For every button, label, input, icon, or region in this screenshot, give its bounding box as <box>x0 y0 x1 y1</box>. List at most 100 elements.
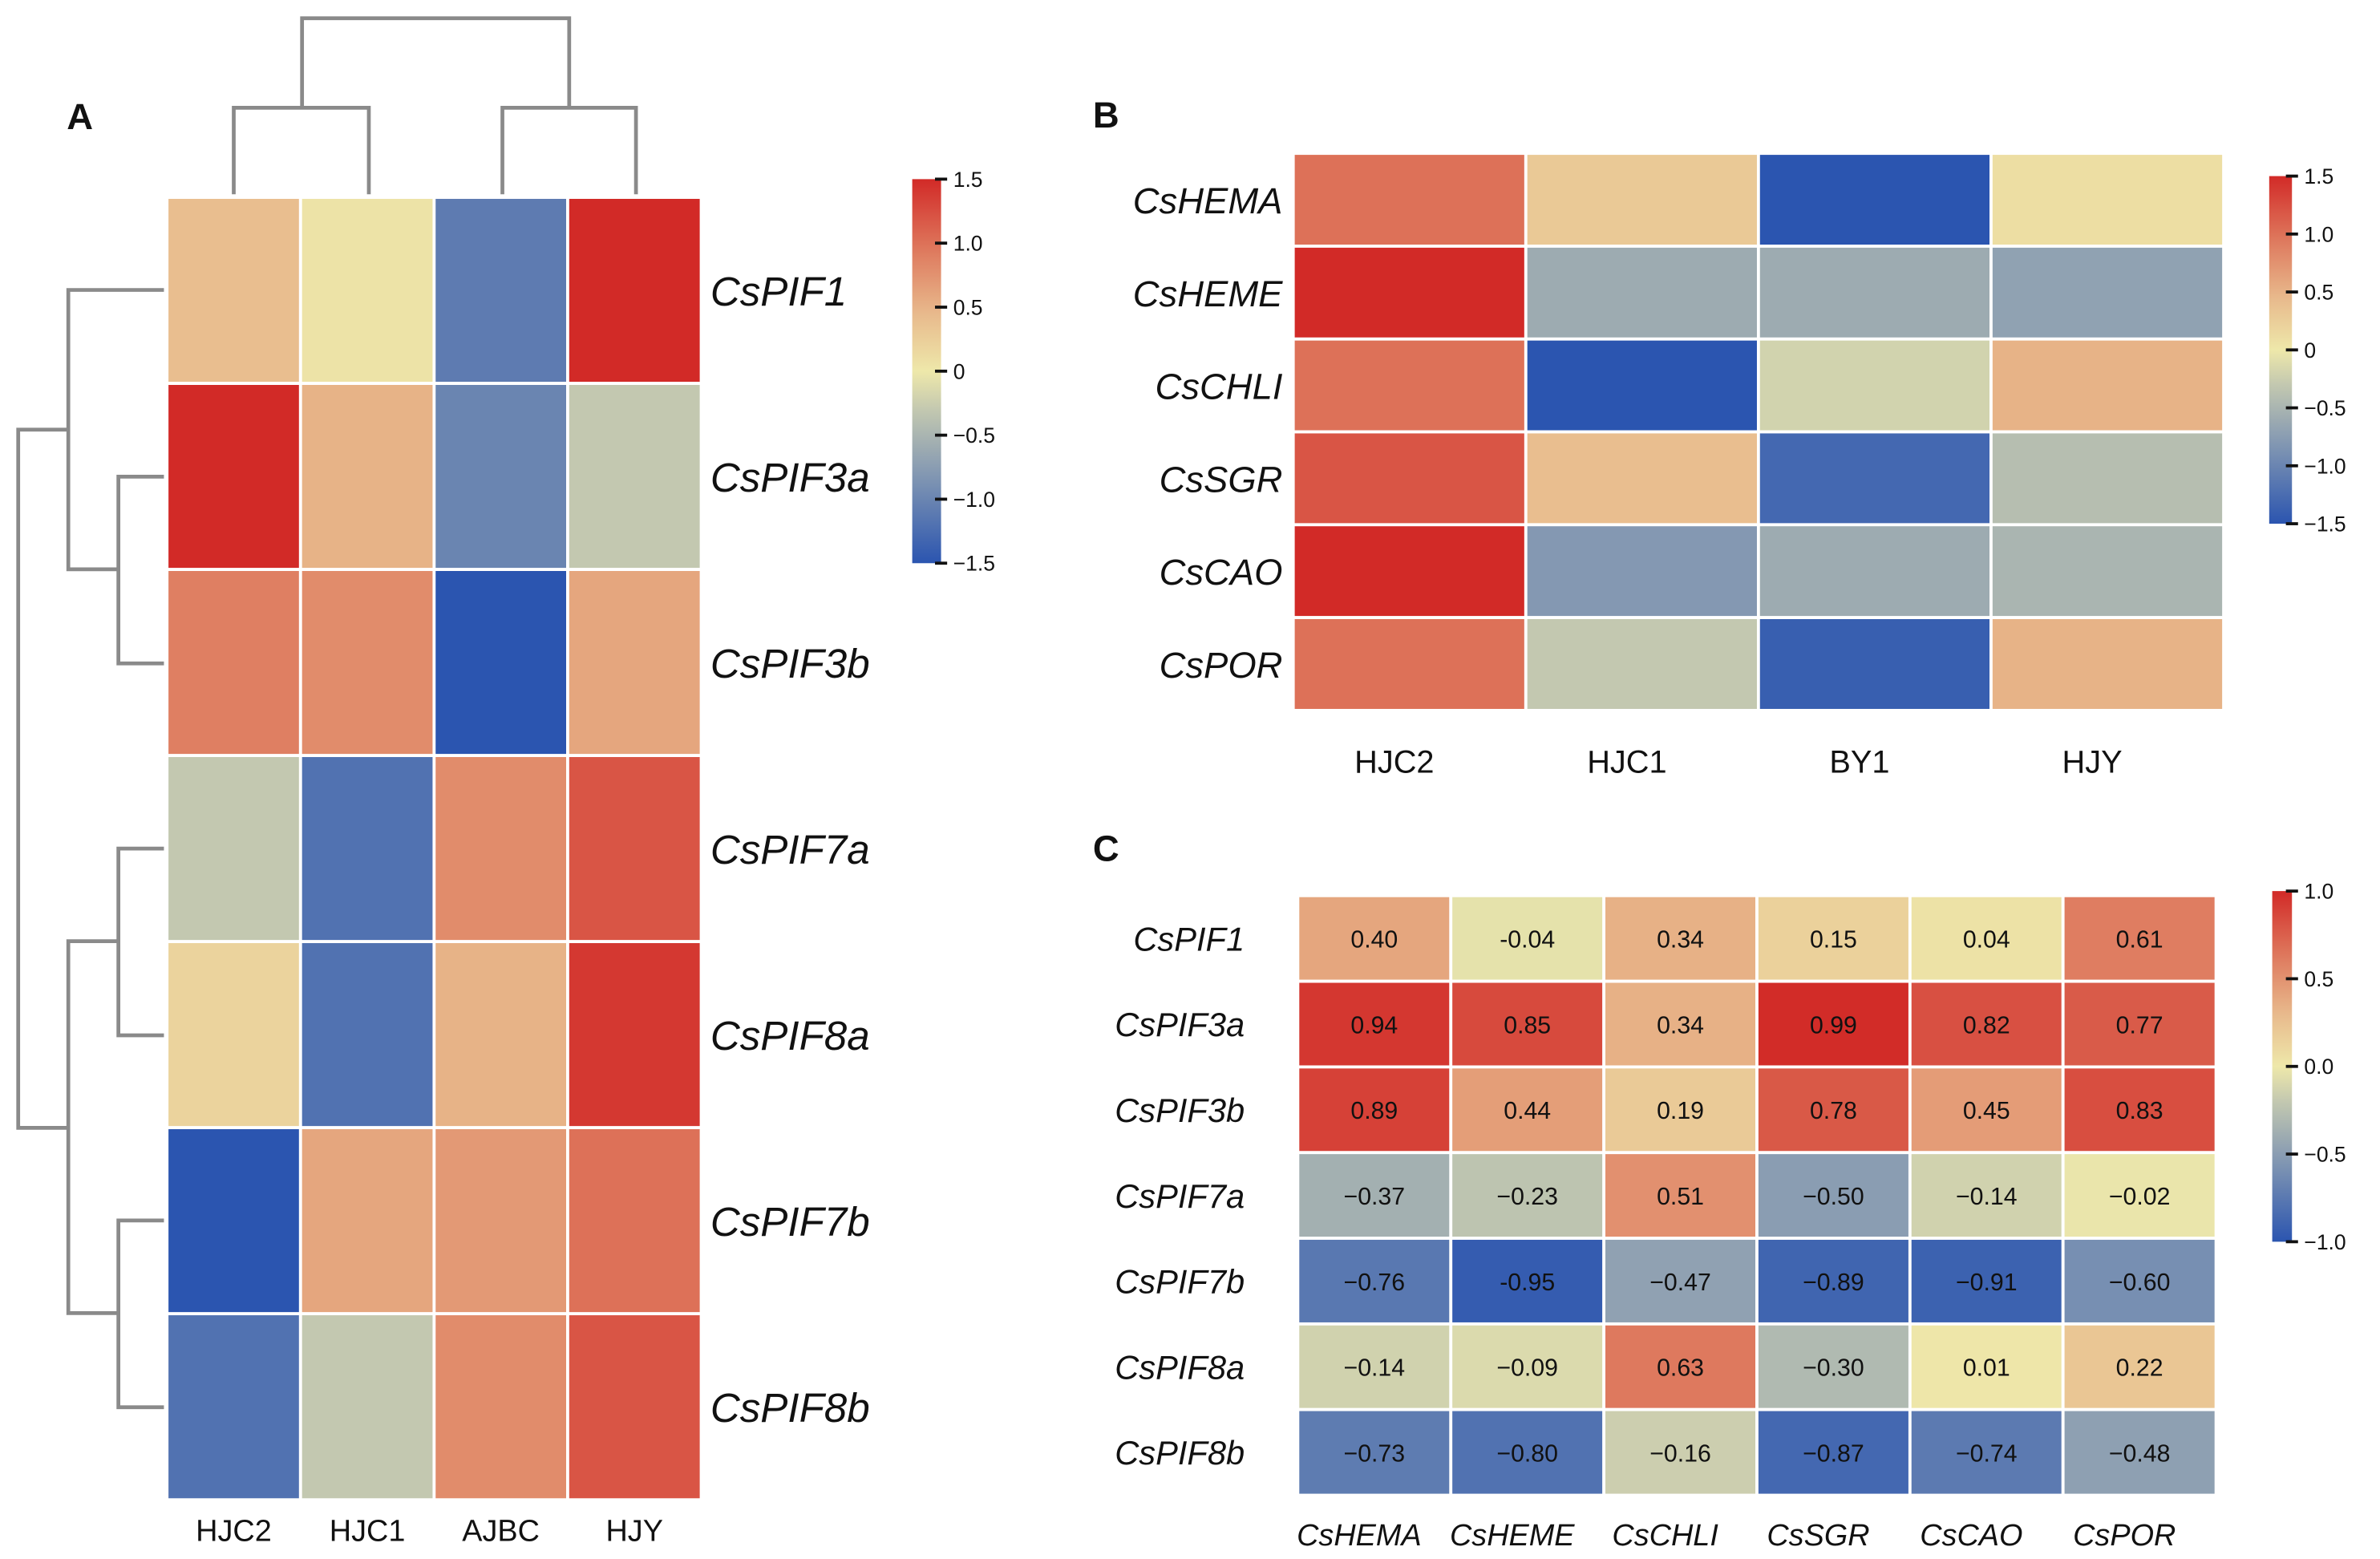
row-label: CsSGR <box>1160 459 1283 500</box>
heatmap-cell <box>432 568 569 758</box>
heatmap-cell <box>1756 523 1993 619</box>
heatmap-cell <box>1756 616 1993 712</box>
heatmap-cell <box>165 196 302 385</box>
heatmap-cell <box>1449 1065 1606 1155</box>
heatmap-cell <box>1296 1407 1453 1497</box>
heatmap-cell <box>432 1126 569 1316</box>
cell-value-label: 0.40 <box>1350 927 1398 954</box>
heatmap-cell <box>1989 152 2225 248</box>
heatmap-cell <box>1989 616 2225 712</box>
heatmap-cell <box>298 754 436 944</box>
row-dendrogram-branch <box>66 939 119 1315</box>
colorbar-tick-label: 1.0 <box>2304 222 2333 246</box>
panel-c-heatmap: 0.40 -0.04 0.34 0.15 0.04 0.61 0.94 0.85 0.34 0.9… <box>1115 880 2346 1553</box>
cell-value-label: 0.22 <box>2116 1355 2163 1382</box>
row-dendrogram-branch <box>66 288 164 572</box>
column-dendrogram-branch <box>500 106 638 195</box>
colorbar-tick-label: −1.5 <box>953 552 995 576</box>
heatmap-cell <box>1291 245 1528 341</box>
cell-value-label: −0.60 <box>2109 1269 2171 1296</box>
row-dendrogram-branch <box>116 475 164 666</box>
panel-label-c: C <box>1093 828 1119 869</box>
heatmap-cell <box>298 382 436 572</box>
row-label: CsPIF1 <box>710 269 847 314</box>
cell-value-label: 0.61 <box>2116 927 2163 954</box>
heatmap-cell <box>2061 1407 2218 1497</box>
panel-label-a: A <box>67 96 93 137</box>
column-label: HJY <box>2062 744 2123 780</box>
heatmap-cell <box>298 940 436 1130</box>
row-label: CsHEME <box>1133 273 1283 314</box>
heatmap-cell <box>432 1312 569 1502</box>
heatmap-cell <box>566 754 703 944</box>
cell-value-label: -0.95 <box>1500 1269 1555 1296</box>
row-label: CsPIF3a <box>710 455 870 500</box>
row-label: CsPIF3b <box>710 641 870 686</box>
colorbar-tick-label: 0 <box>2304 338 2316 362</box>
column-label: AJBC <box>462 1514 540 1548</box>
column-label: CsHEMA <box>1297 1519 1422 1553</box>
heatmap-cell <box>1602 893 1759 983</box>
heatmap-cell <box>298 1312 436 1502</box>
row-label: CsPIF7b <box>710 1199 870 1245</box>
heatmap-cell <box>432 196 569 385</box>
heatmap-cell <box>566 196 703 385</box>
colorbar-tick-label: 1.0 <box>953 232 983 256</box>
heatmap-cell <box>1908 979 2065 1069</box>
colorbar-tick-label: −1.0 <box>2304 454 2346 478</box>
row-label: CsPIF8b <box>1115 1434 1245 1472</box>
heatmap-cell <box>1296 1322 1453 1411</box>
column-label: HJC1 <box>330 1514 406 1548</box>
row-label: CsPIF3b <box>1115 1091 1245 1129</box>
heatmap-cell <box>1602 1407 1759 1497</box>
colorbar-tick-label: −1.0 <box>953 488 995 512</box>
cell-value-label: 0.45 <box>1963 1098 2010 1124</box>
heatmap-cell <box>1755 1407 1912 1497</box>
row-dendrogram-branch <box>116 1218 164 1410</box>
heatmap-cell <box>1755 979 1912 1069</box>
colorbar-tick-label: 0.5 <box>2304 281 2333 305</box>
colorbar-tick-label: 0 <box>953 359 965 383</box>
heatmap-cell <box>1449 1151 1606 1240</box>
heatmap-cell <box>298 568 436 758</box>
column-dendrogram-root <box>300 16 572 108</box>
heatmap-cell <box>1602 1237 1759 1326</box>
heatmap-cell <box>1989 337 2225 434</box>
heatmap-cell <box>1296 1065 1453 1155</box>
colorbar-tick-label: 0.0 <box>2304 1055 2333 1079</box>
cell-value-label: 0.34 <box>1657 1012 1704 1039</box>
row-dendrogram-root <box>16 427 69 1130</box>
column-label: CsSGR <box>1767 1519 1869 1553</box>
heatmap-cell <box>2061 1322 2218 1411</box>
cell-value-label: 0.51 <box>1657 1184 1704 1210</box>
cell-value-label: 0.01 <box>1963 1355 2010 1382</box>
column-label: CsHEME <box>1450 1519 1575 1553</box>
heatmap-cell <box>1291 430 1528 527</box>
heatmap-cell <box>566 382 703 572</box>
column-label: BY1 <box>1829 744 1889 780</box>
row-label: CsHEMA <box>1133 180 1283 221</box>
heatmap-cell <box>1756 152 1993 248</box>
cell-value-label: 0.77 <box>2116 1012 2163 1039</box>
row-dendrogram-branch <box>116 846 164 1038</box>
heatmap-cell <box>1296 1237 1453 1326</box>
heatmap-cell <box>1755 1322 1912 1411</box>
heatmap-cell <box>1989 245 2225 341</box>
heatmap-cell <box>1602 1322 1759 1411</box>
heatmap-cell <box>298 196 436 385</box>
heatmap-cell <box>1524 245 1760 341</box>
cell-value-label: −0.14 <box>1344 1355 1406 1382</box>
column-label: CsCAO <box>1920 1519 2022 1553</box>
colorbar-tick-label: 1.0 <box>2304 880 2333 904</box>
heatmap-cell <box>1524 152 1760 248</box>
colorbar-tick-label: 1.5 <box>2304 164 2333 188</box>
heatmap-cell <box>566 940 703 1130</box>
heatmap-cell <box>566 1312 703 1502</box>
heatmap-cell <box>165 568 302 758</box>
heatmap-cell <box>1908 1237 2065 1326</box>
cell-value-label: 0.44 <box>1504 1098 1551 1124</box>
row-label: CsPOR <box>1160 645 1283 686</box>
heatmap-cell <box>1449 893 1606 983</box>
heatmap-cell <box>566 1126 703 1316</box>
